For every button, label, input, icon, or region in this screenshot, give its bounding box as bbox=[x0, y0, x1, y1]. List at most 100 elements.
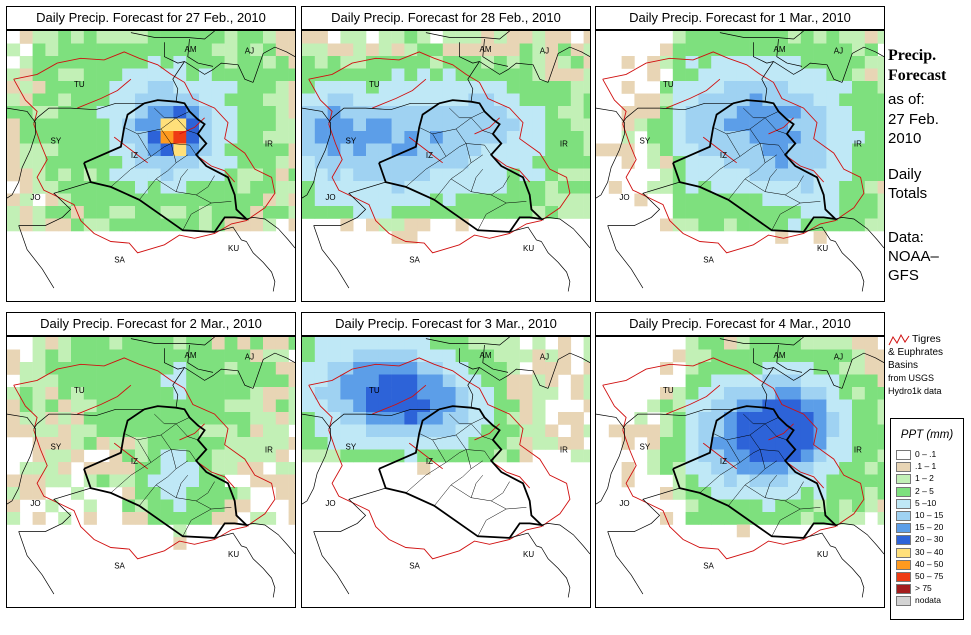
precip-cell bbox=[762, 387, 776, 400]
precip-cell bbox=[877, 362, 884, 375]
precip-cell bbox=[58, 206, 72, 219]
precip-cell bbox=[494, 337, 508, 350]
precip-cell bbox=[583, 43, 590, 57]
country-label-iz: IZ bbox=[131, 457, 138, 466]
precip-cell bbox=[147, 412, 161, 425]
precip-cell bbox=[532, 437, 546, 450]
precip-cell bbox=[417, 412, 431, 425]
precip-cell bbox=[877, 168, 884, 182]
precip-cell bbox=[800, 437, 814, 450]
precip-cell bbox=[698, 387, 712, 400]
precip-cell bbox=[58, 81, 72, 94]
precip-cell bbox=[826, 81, 840, 94]
precip-cell bbox=[826, 56, 840, 69]
precip-cell bbox=[813, 462, 827, 475]
precip-cell bbox=[211, 31, 225, 44]
precip-cell bbox=[275, 31, 289, 44]
precip-cell bbox=[877, 437, 884, 450]
precip-cell bbox=[608, 143, 622, 157]
precip-cell bbox=[122, 143, 136, 157]
precip-cell bbox=[160, 462, 174, 475]
precip-cell bbox=[506, 374, 520, 388]
precip-cell bbox=[481, 362, 495, 375]
precip-cell bbox=[852, 499, 866, 513]
precip-cell bbox=[468, 449, 482, 463]
precip-cell bbox=[788, 131, 802, 144]
precip-cell bbox=[775, 437, 789, 450]
precip-cell bbox=[19, 487, 33, 500]
precip-cell bbox=[314, 437, 328, 450]
country-borders bbox=[7, 337, 295, 598]
legend-entry: 20 – 30 bbox=[896, 534, 962, 546]
precip-cell bbox=[122, 474, 136, 488]
precip-cell bbox=[83, 499, 97, 513]
precip-cell bbox=[353, 81, 367, 94]
precip-cell bbox=[302, 156, 316, 169]
precip-cell bbox=[672, 487, 686, 500]
precip-cell bbox=[58, 181, 72, 194]
precip-cell bbox=[724, 474, 738, 488]
precip-cell bbox=[263, 424, 277, 438]
precip-cell bbox=[711, 206, 725, 219]
precip-cell bbox=[122, 218, 136, 232]
country-borders bbox=[596, 31, 884, 292]
country-label-ir: IR bbox=[854, 140, 862, 149]
precip-cell bbox=[660, 106, 674, 119]
precip-cell bbox=[685, 93, 699, 107]
precip-cell bbox=[788, 412, 802, 425]
precip-cell bbox=[724, 487, 738, 500]
precip-cell bbox=[122, 437, 136, 450]
basin-line-2: & Euphrates bbox=[888, 347, 944, 358]
precip-cell bbox=[250, 437, 264, 450]
precip-cell bbox=[366, 81, 380, 94]
precip-cell bbox=[288, 68, 295, 82]
precip-cell bbox=[211, 337, 225, 350]
precip-cell bbox=[685, 424, 699, 438]
totals-line-2: Totals bbox=[888, 185, 928, 202]
precip-cell bbox=[340, 106, 354, 119]
forecast-panel-5: Daily Precip. Forecast for 3 Mar., 2010 A… bbox=[301, 312, 591, 608]
country-label-ir: IR bbox=[560, 140, 568, 149]
precip-cell bbox=[762, 168, 776, 182]
precip-cell bbox=[519, 399, 533, 413]
precip-cell bbox=[7, 118, 21, 132]
precip-cell bbox=[800, 349, 814, 363]
iraq-border bbox=[378, 99, 545, 233]
precip-cell bbox=[71, 168, 85, 182]
precip-cell bbox=[109, 362, 123, 375]
precip-cell bbox=[698, 362, 712, 375]
precip-cell bbox=[327, 424, 341, 438]
legend-label: 1 – 2 bbox=[915, 473, 934, 484]
precip-cell bbox=[800, 68, 814, 82]
precip-cell bbox=[109, 474, 123, 488]
precip-cell bbox=[353, 118, 367, 132]
precip-cell bbox=[224, 412, 238, 425]
precip-cell bbox=[19, 106, 33, 119]
precip-cell bbox=[570, 412, 584, 425]
precip-cell bbox=[583, 156, 590, 169]
precip-cell bbox=[340, 43, 354, 57]
precip-cell bbox=[634, 118, 648, 132]
precip-cell bbox=[442, 362, 456, 375]
precip-cell bbox=[353, 156, 367, 169]
precip-cell bbox=[96, 362, 110, 375]
precip-cell bbox=[366, 362, 380, 375]
precip-cell bbox=[314, 181, 328, 194]
precip-cell bbox=[826, 143, 840, 157]
precip-cell bbox=[173, 43, 187, 57]
precip-cell bbox=[83, 31, 97, 44]
precip-cell bbox=[442, 206, 456, 219]
precip-cell bbox=[749, 462, 763, 475]
precip-cell bbox=[147, 181, 161, 194]
precip-cell bbox=[71, 449, 85, 463]
precip-cell bbox=[237, 56, 251, 69]
precip-cell bbox=[160, 399, 174, 413]
precip-cell bbox=[135, 131, 149, 144]
precip-cell bbox=[660, 449, 674, 463]
precip-cell bbox=[698, 193, 712, 207]
precip-cell bbox=[494, 362, 508, 375]
precip-cell bbox=[237, 206, 251, 219]
